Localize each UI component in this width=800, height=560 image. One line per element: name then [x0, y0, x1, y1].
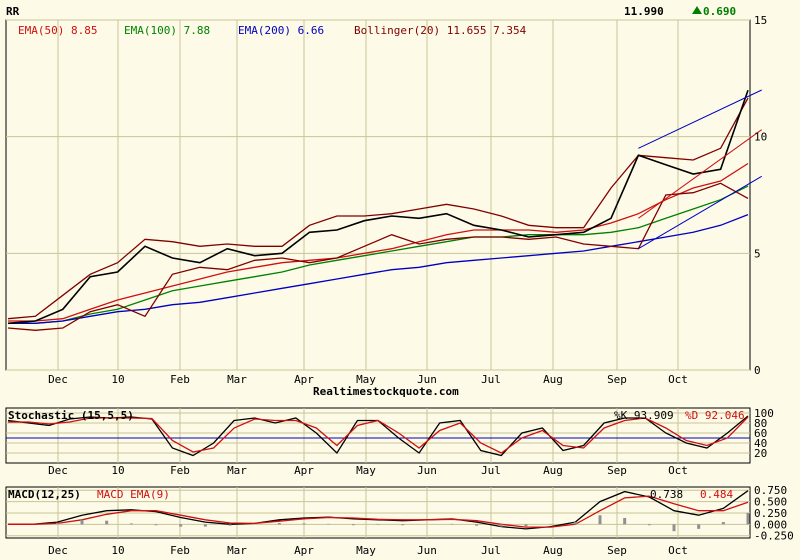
macd-ema-value: 0.484	[700, 488, 733, 501]
x-tick-label: Aug	[543, 544, 563, 557]
y-tick-label: 15	[754, 14, 767, 27]
stochastic-grid	[6, 408, 750, 463]
x-tick-label: Apr	[294, 544, 314, 557]
price-y-ticks: 0 5 10 15	[754, 14, 767, 377]
macd-value: 0.738	[650, 488, 683, 501]
y-tick-label: 60	[754, 427, 767, 440]
x-tick-label: Jul	[481, 544, 501, 557]
x-tick-label: Dec	[48, 373, 68, 386]
series-line-macd-ema-9-	[8, 495, 749, 528]
macd-x-ticks: Dec 10 Feb Mar Apr May Jun Jul Aug Sep Oct	[48, 544, 688, 557]
x-tick-label: Mar	[227, 464, 247, 477]
x-tick-label: Sep	[607, 544, 627, 557]
x-tick-label: Aug	[543, 464, 563, 477]
x-tick-label: Jun	[417, 544, 437, 557]
macd-title: MACD(12,25)	[8, 488, 81, 501]
y-tick-label: -0.250	[754, 530, 794, 543]
series-line-price	[7, 89, 749, 325]
stochastic-x-ticks: Dec 10 Feb Mar Apr May Jun Jul Aug Sep Oct	[48, 464, 688, 477]
x-tick-label: May	[356, 544, 376, 557]
up-arrow-icon	[692, 6, 702, 14]
x-tick-label: Feb	[170, 464, 190, 477]
macd-ema-label: MACD EMA(9)	[97, 488, 170, 501]
series-line-bollinger-upper	[7, 97, 749, 320]
trendline	[638, 175, 762, 250]
series-line-ema-100-	[8, 185, 749, 324]
x-tick-label: Jul	[481, 464, 501, 477]
macd-panel: MACD(12,25) MACD EMA(9) 0.738 0.484 -0.2…	[5, 484, 794, 557]
macd-series	[8, 490, 750, 532]
stochastic-series	[7, 415, 749, 457]
price-change: 0.690	[703, 5, 736, 18]
last-price: 11.990	[624, 5, 664, 18]
series-line--d	[8, 416, 749, 454]
y-tick-label: 40	[754, 437, 767, 450]
legend-ema100: EMA(100) 7.88	[124, 24, 210, 37]
x-tick-label: Dec	[48, 464, 68, 477]
y-tick-label: 0.500	[754, 496, 787, 509]
y-tick-label: 0.250	[754, 507, 787, 520]
y-tick-label: 100	[754, 407, 774, 420]
x-tick-label: 10	[111, 464, 124, 477]
x-tick-label: Sep	[607, 464, 627, 477]
price-x-ticks: Dec 10 Feb Mar Apr May Jun Jul Aug Sep Oct	[48, 373, 688, 386]
symbol-label: RR	[6, 5, 20, 18]
y-tick-label: 0	[754, 364, 761, 377]
x-tick-label: Jun	[417, 373, 437, 386]
y-tick-label: 80	[754, 417, 767, 430]
legend-ema50: EMA(50) 8.85	[18, 24, 97, 37]
site-caption: Realtimestockquote.com	[313, 385, 459, 398]
x-tick-label: May	[356, 464, 376, 477]
trendline	[638, 129, 762, 219]
y-tick-label: 5	[754, 247, 761, 260]
x-tick-label: Jun	[417, 464, 437, 477]
x-tick-label: Feb	[170, 544, 190, 557]
x-tick-label: 10	[111, 544, 124, 557]
x-tick-label: Apr	[294, 464, 314, 477]
x-tick-label: Aug	[543, 373, 563, 386]
x-tick-label: Apr	[294, 373, 314, 386]
x-tick-label: Mar	[227, 544, 247, 557]
x-tick-label: Jul	[481, 373, 501, 386]
x-tick-label: 10	[111, 373, 124, 386]
legend-bollinger: Bollinger(20) 11.655 7.354	[354, 24, 527, 37]
x-tick-label: Oct	[668, 373, 688, 386]
x-tick-label: Oct	[668, 464, 688, 477]
price-panel-frame	[5, 19, 751, 371]
stochastic-d-label: %D 92.046	[685, 409, 745, 422]
x-tick-label: Feb	[170, 373, 190, 386]
stochastic-panel: Stochastic (15,5,5) %K 93.909 %D 92.046 …	[5, 407, 774, 477]
legend-ema200: EMA(200) 6.66	[238, 24, 324, 37]
y-tick-label: 10	[754, 131, 767, 144]
stochastic-k-label: %K 93.909	[614, 409, 674, 422]
price-series	[7, 89, 762, 331]
x-tick-label: May	[356, 373, 376, 386]
stochastic-title: Stochastic (15,5,5)	[8, 409, 134, 422]
y-tick-label: 0.750	[754, 484, 787, 497]
series-line-bollinger-lower	[7, 182, 749, 331]
y-tick-label: 20	[754, 447, 767, 460]
series-line-ema-50-	[8, 162, 749, 322]
x-tick-label: Oct	[668, 544, 688, 557]
y-tick-label: 0.000	[754, 518, 787, 531]
x-tick-label: Sep	[607, 373, 627, 386]
price-panel: RR 11.990 0.690 EMA(50) 8.85 EMA(100) 7.…	[5, 5, 767, 398]
trendline	[638, 89, 762, 149]
x-tick-label: Mar	[227, 373, 247, 386]
x-tick-label: Dec	[48, 544, 68, 557]
